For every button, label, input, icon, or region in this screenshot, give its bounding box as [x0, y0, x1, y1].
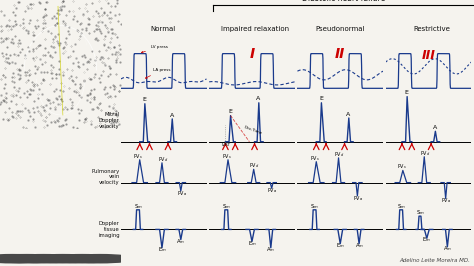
Text: S$_m$: S$_m$ [416, 208, 424, 217]
Text: A: A [170, 113, 174, 118]
Text: PV$_d$: PV$_d$ [334, 150, 345, 159]
Text: Pseudonormal: Pseudonormal [315, 26, 365, 32]
Text: PV$_a$: PV$_a$ [441, 196, 452, 205]
Text: LV press: LV press [141, 45, 168, 53]
Text: Diastolic heart failure: Diastolic heart failure [302, 0, 385, 3]
Text: A: A [256, 96, 261, 101]
Text: PV$_a$: PV$_a$ [353, 194, 363, 203]
Text: PV$_d$: PV$_d$ [157, 155, 168, 164]
Text: Pulmonary
vein
velocity: Pulmonary vein velocity [91, 169, 120, 185]
Text: PV$_a$: PV$_a$ [267, 186, 278, 195]
Text: E$_m$: E$_m$ [422, 235, 431, 244]
Text: PV$_s$: PV$_s$ [222, 152, 232, 161]
Text: Dec.Time: Dec.Time [244, 125, 263, 136]
Text: PV$_d$: PV$_d$ [249, 161, 260, 170]
Text: A: A [433, 125, 437, 130]
Text: PV$_s$: PV$_s$ [397, 163, 407, 171]
Text: E: E [228, 109, 232, 114]
Text: E: E [319, 96, 323, 101]
Text: E: E [143, 97, 146, 102]
Text: S$_m$: S$_m$ [310, 202, 319, 211]
Text: E$_m$: E$_m$ [157, 245, 166, 254]
Text: III: III [421, 49, 436, 62]
Text: Normal: Normal [151, 26, 176, 32]
Text: A$_m$: A$_m$ [266, 245, 275, 254]
Text: E: E [405, 90, 409, 95]
Text: Restrictive: Restrictive [413, 26, 450, 32]
Text: PV$_s$: PV$_s$ [310, 154, 320, 163]
Text: S$_m$: S$_m$ [222, 202, 231, 211]
Text: PV$_a$: PV$_a$ [177, 189, 187, 198]
Text: E$_m$: E$_m$ [247, 239, 256, 247]
Circle shape [29, 255, 97, 263]
Text: II: II [335, 47, 346, 61]
Text: Doppler
tissue
imaging: Doppler tissue imaging [98, 221, 120, 238]
Text: A$_m$: A$_m$ [355, 241, 364, 250]
Text: A$_m$: A$_m$ [443, 244, 452, 253]
Text: PV$_s$: PV$_s$ [133, 152, 144, 161]
Text: E$_m$: E$_m$ [336, 241, 345, 250]
Text: A$_m$: A$_m$ [176, 237, 185, 246]
Circle shape [0, 255, 61, 263]
Text: A: A [346, 112, 350, 117]
Text: PV$_d$: PV$_d$ [420, 149, 430, 158]
Circle shape [66, 255, 134, 263]
Text: Adelino Leite Moreira MD.: Adelino Leite Moreira MD. [400, 258, 471, 263]
Text: LA press: LA press [146, 68, 171, 78]
Circle shape [0, 255, 46, 263]
Text: Mitral
Doppler
velocity: Mitral Doppler velocity [99, 112, 120, 129]
Circle shape [9, 255, 77, 263]
Text: IVRT: IVRT [222, 143, 231, 147]
Text: Impaired relaxation: Impaired relaxation [221, 26, 289, 32]
Text: S$_m$: S$_m$ [134, 202, 142, 211]
Text: I: I [249, 47, 255, 61]
Circle shape [48, 255, 116, 263]
Text: S$_m$: S$_m$ [397, 202, 406, 211]
